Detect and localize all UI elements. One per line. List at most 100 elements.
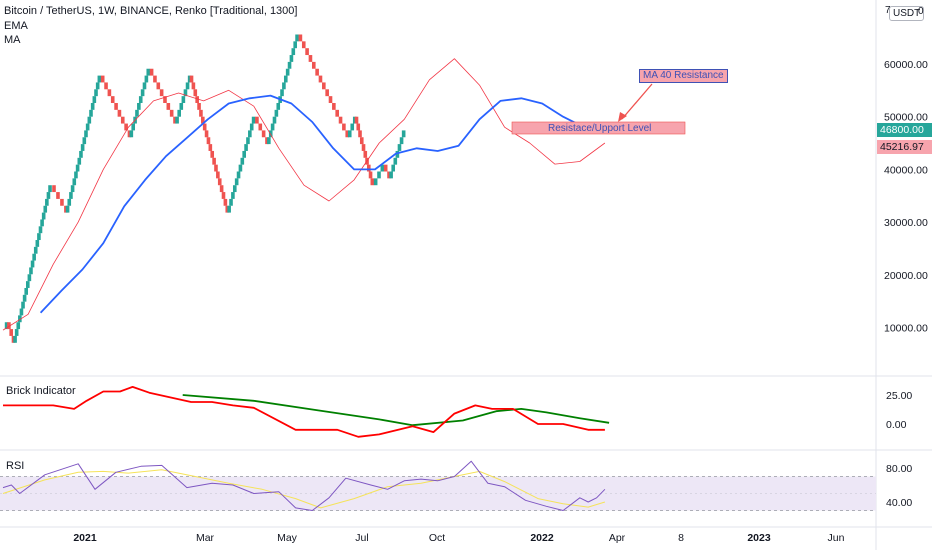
renko-brick-down	[120, 116, 125, 124]
renko-brick-up	[74, 171, 78, 179]
renko-brick-down	[345, 130, 350, 138]
renko-brick-up	[283, 75, 288, 83]
ema-legend[interactable]: EMA	[4, 20, 28, 32]
level-label[interactable]: Resistace/Upport Level	[548, 123, 652, 134]
renko-brick-up	[389, 171, 393, 179]
renko-brick-down	[56, 192, 60, 199]
renko-brick-up	[295, 34, 299, 42]
renko-brick-down	[322, 82, 326, 90]
renko-brick-up	[85, 123, 90, 131]
renko-brick-up	[41, 212, 46, 220]
currency-button[interactable]: USDT	[889, 6, 925, 21]
symbol-legend[interactable]: Bitcoin / TetherUS, 1W, BINANCE, Renko […	[4, 5, 298, 17]
renko-brick-up	[97, 75, 102, 83]
renko-brick-down	[328, 96, 333, 103]
renko-brick-up	[347, 130, 352, 138]
renko-brick-up	[67, 198, 72, 206]
renko-brick-up	[46, 192, 51, 199]
axes: 10000.00 20000.00 30000.00 40000.00 50000.00…	[73, 59, 928, 544]
renko-brick-up	[397, 144, 402, 151]
renko-brick-down	[166, 102, 171, 110]
renko-brick-down	[368, 171, 373, 179]
rsi-title[interactable]: RSI	[6, 460, 25, 472]
rsi-pane[interactable]	[2, 460, 606, 511]
arrow-head-icon	[618, 112, 627, 122]
drawing-annotations[interactable]	[511, 83, 686, 135]
brick-indicator-title[interactable]: Brick Indicator	[6, 385, 76, 397]
renko-brick-up	[14, 329, 19, 336]
renko-brick-up	[92, 96, 97, 103]
renko-brick-up	[84, 130, 88, 138]
renko-brick-down	[191, 82, 196, 90]
renko-brick-up	[30, 260, 35, 268]
renko-brick-up	[393, 157, 398, 165]
renko-brick-up	[280, 89, 284, 97]
renko-brick-up	[285, 68, 290, 76]
price-tick-label: 40000.00	[884, 164, 928, 176]
renko-brick-up	[25, 281, 30, 288]
renko-brick-up	[251, 116, 256, 124]
renko-brick-up	[293, 41, 297, 49]
renko-brick-down	[210, 150, 215, 158]
renko-brick-down	[208, 144, 213, 151]
renko-brick-down	[124, 123, 128, 131]
renko-brick-down	[104, 82, 108, 90]
brick-tick-label: 25.00	[886, 390, 912, 402]
renko-brick-down	[60, 198, 64, 206]
renko-brick-down	[223, 198, 228, 206]
renko-brick-down	[261, 130, 266, 138]
renko-brick-down	[332, 102, 336, 110]
renko-brick-up	[135, 109, 139, 117]
renko-brick-up	[40, 219, 44, 227]
renko-brick-up	[69, 192, 73, 199]
time-tick-label: May	[277, 532, 298, 544]
renko-brick-down	[366, 164, 371, 172]
renko-brick-down	[127, 130, 132, 138]
ma40-resistance-label[interactable]: MA 40 Resistance	[639, 69, 728, 83]
renko-brick-up	[187, 75, 192, 83]
renko-brick-up	[95, 82, 100, 90]
renko-brick-down	[325, 89, 329, 97]
renko-brick-down	[305, 48, 309, 56]
renko-brick-up	[227, 205, 231, 213]
renko-brick-down	[358, 130, 362, 138]
renko-brick-down	[363, 150, 368, 158]
renko-brick-down	[206, 137, 211, 145]
renko-brick-up	[75, 164, 80, 172]
renko-brick-down	[342, 123, 346, 131]
renko-brick-up	[29, 267, 33, 275]
renko-brick-up	[90, 102, 95, 110]
renko-brick-up	[291, 48, 296, 56]
renko-brick-down	[153, 75, 157, 83]
price-pane[interactable]	[2, 34, 606, 343]
renko-brick-down	[9, 329, 13, 336]
time-tick-label: 2021	[73, 532, 97, 544]
brick-indicator-pane[interactable]	[3, 385, 610, 438]
support-resistance-zone[interactable]	[511, 121, 686, 135]
renko-brick-down	[163, 96, 167, 103]
renko-brick-down	[318, 75, 323, 83]
renko-brick-up	[175, 116, 179, 124]
time-tick-label: 8	[678, 532, 684, 544]
rsi-band	[0, 476, 876, 511]
renko-brick-down	[169, 109, 174, 117]
brick-green-line	[182, 394, 610, 427]
renko-brick-down	[219, 185, 224, 193]
renko-brick-up	[13, 335, 17, 343]
renko-brick-up	[276, 102, 281, 110]
renko-brick-up	[179, 102, 184, 110]
renko-brick-up	[289, 55, 294, 62]
renko-brick-down	[107, 89, 112, 97]
time-tick-label: 2022	[530, 532, 554, 544]
ma-legend[interactable]: MA	[4, 34, 21, 46]
renko-brick-up	[87, 116, 92, 124]
renko-brick-up	[38, 226, 43, 234]
renko-brick-up	[137, 102, 141, 110]
renko-brick-up	[37, 233, 41, 241]
currency-label: USDT	[893, 8, 921, 19]
renko-brick-down	[117, 109, 122, 117]
renko-brick-up	[240, 157, 245, 165]
arrow-line[interactable]	[621, 83, 653, 120]
renko-brick-down	[359, 137, 364, 145]
